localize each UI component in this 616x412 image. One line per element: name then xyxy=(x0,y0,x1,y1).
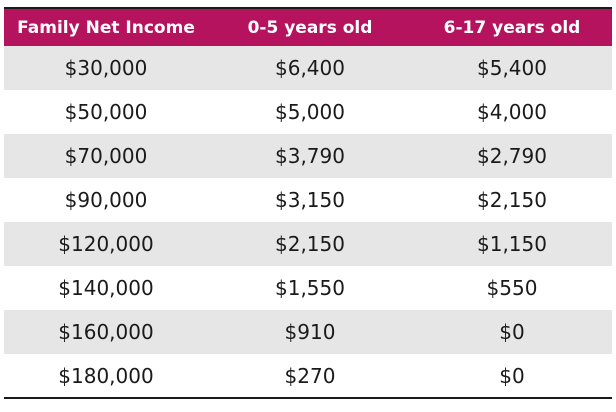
table-header: Family Net Income 0-5 years old 6-17 yea… xyxy=(4,8,612,46)
benefit-0-5-cell: $5,000 xyxy=(275,100,345,124)
benefit-6-17-cell: $0 xyxy=(412,354,612,399)
table-row: $140,000 $1,550 $550 xyxy=(4,266,612,310)
benefit-0-5-cell: $3,150 xyxy=(275,188,345,212)
income-cell: $140,000 xyxy=(58,276,154,300)
income-cell: $70,000 xyxy=(64,144,148,168)
table-header-row: Family Net Income 0-5 years old 6-17 yea… xyxy=(4,8,612,46)
benefit-0-5-cell: $270 xyxy=(208,354,412,399)
income-cell: $180,000 xyxy=(4,354,208,399)
benefit-6-17-cell: $550 xyxy=(486,276,538,300)
benefit-6-17-cell: $1,150 xyxy=(477,232,547,256)
benefit-6-17-cell: $4,000 xyxy=(477,100,547,124)
table-row: $120,000 $2,150 $1,150 xyxy=(4,222,612,266)
column-header-family-net-income: Family Net Income xyxy=(17,17,195,38)
benefit-6-17-cell: $5,400 xyxy=(477,56,547,80)
table-row: $30,000 $6,400 $5,400 xyxy=(4,46,612,90)
benefit-0-5-cell: $6,400 xyxy=(275,56,345,80)
table-row: $160,000 $910 $0 xyxy=(4,310,612,354)
benefit-0-5-cell: $3,790 xyxy=(275,144,345,168)
benefit-table-container: Family Net Income 0-5 years old 6-17 yea… xyxy=(4,7,612,399)
benefit-6-17-cell: $0 xyxy=(499,320,525,344)
column-header-6-17-years: 6-17 years old xyxy=(443,17,581,38)
table-row: $90,000 $3,150 $2,150 xyxy=(4,178,612,222)
income-cell: $90,000 xyxy=(64,188,148,212)
benefit-0-5-cell: $1,550 xyxy=(275,276,345,300)
table-row: $70,000 $3,790 $2,790 xyxy=(4,134,612,178)
benefit-6-17-cell: $2,790 xyxy=(477,144,547,168)
column-header-0-5-years: 0-5 years old xyxy=(247,17,373,38)
benefit-0-5-cell: $2,150 xyxy=(275,232,345,256)
benefit-table: Family Net Income 0-5 years old 6-17 yea… xyxy=(4,7,612,399)
income-cell: $30,000 xyxy=(64,56,148,80)
benefit-6-17-cell: $2,150 xyxy=(477,188,547,212)
table-row: $180,000 $270 $0 xyxy=(4,354,612,399)
income-cell: $160,000 xyxy=(58,320,154,344)
income-cell: $50,000 xyxy=(64,100,148,124)
table-row: $50,000 $5,000 $4,000 xyxy=(4,90,612,134)
income-cell: $120,000 xyxy=(58,232,154,256)
table-body: $30,000 $6,400 $5,400 $50,000 $5,000 $4,… xyxy=(4,46,612,399)
benefit-0-5-cell: $910 xyxy=(284,320,336,344)
